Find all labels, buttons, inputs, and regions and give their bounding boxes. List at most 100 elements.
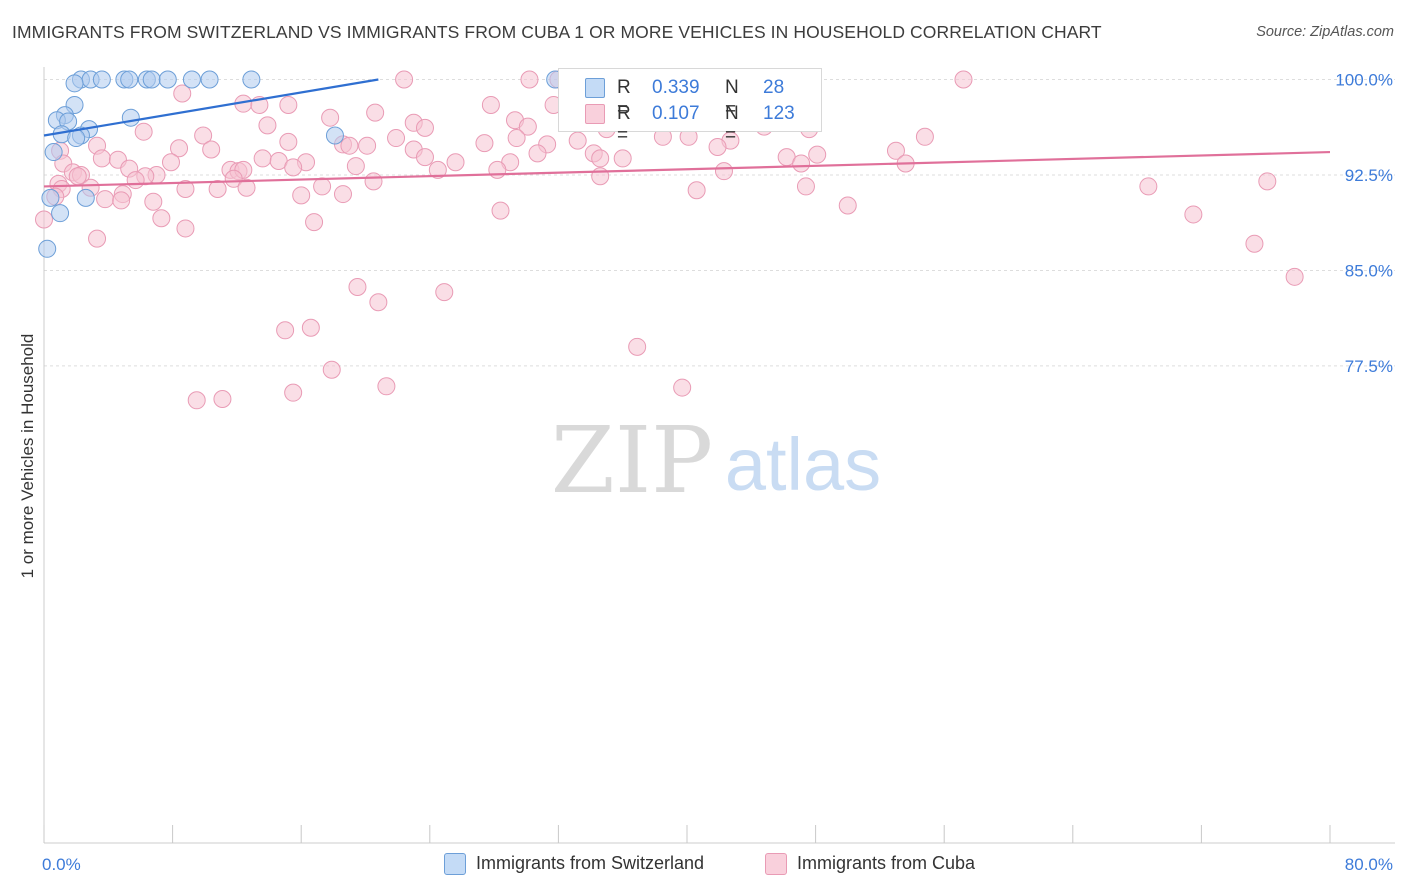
chart-title: IMMIGRANTS FROM SWITZERLAND VS IMMIGRANT… <box>12 22 1102 42</box>
cuba-point <box>475 134 494 153</box>
legend-n-label: N = <box>725 103 739 146</box>
cuba-point <box>92 149 111 168</box>
cuba-point <box>1285 267 1304 286</box>
cuba-point <box>144 192 163 211</box>
cuba-point <box>1139 177 1158 196</box>
cuba-point <box>126 171 145 190</box>
cuba-point <box>568 131 587 150</box>
switzerland-point <box>182 70 201 89</box>
cuba-point <box>446 153 465 172</box>
cuba-point <box>518 117 537 136</box>
cuba-point <box>808 145 827 164</box>
cuba-point <box>253 149 272 168</box>
cuba-point <box>96 190 115 209</box>
switzerland-point <box>51 204 70 223</box>
correlation-legend: R = 0.339 N = 28 R = 0.107 N = 123 <box>558 68 822 146</box>
cuba-point <box>1258 172 1277 191</box>
watermark: ZIP atlas <box>551 407 881 514</box>
legend-r-value: 0.339 <box>652 77 700 98</box>
cuba-trendline <box>43 150 1331 188</box>
cuba-point <box>520 70 539 89</box>
cuba-point <box>1184 205 1203 224</box>
cuba-point <box>284 158 303 177</box>
cuba-point <box>279 95 298 114</box>
cuba-point <box>152 209 171 228</box>
cuba-point <box>528 144 547 163</box>
cuba-point <box>321 108 340 127</box>
cuba-point <box>369 293 388 312</box>
cuba-point <box>202 140 221 159</box>
cuba-point <box>358 136 377 155</box>
cuba-point <box>313 177 332 196</box>
cuba-point <box>322 360 341 379</box>
cuba-point <box>112 191 131 210</box>
cuba-point <box>428 160 447 179</box>
cuba-point <box>161 153 180 172</box>
cuba-point <box>237 178 256 197</box>
cuba-point <box>224 169 243 188</box>
y-tick-label: 85.0% <box>1345 261 1393 280</box>
cuba-point <box>1245 234 1264 253</box>
switzerland-point <box>242 70 261 89</box>
y-tick-label: 92.5% <box>1345 166 1393 185</box>
legend-r-label: R = <box>617 77 631 120</box>
cuba-point <box>176 219 195 238</box>
cuba-point <box>591 167 610 186</box>
switzerland-point <box>158 70 177 89</box>
x-tick-label: 0.0% <box>42 855 81 874</box>
cuba-point <box>415 118 434 137</box>
cuba-point <box>305 213 324 232</box>
switzerland-point <box>41 188 60 207</box>
cuba-point <box>687 181 706 200</box>
cuba-point <box>377 377 396 396</box>
cuba-point <box>415 148 434 167</box>
bottom-legend-label: Immigrants from Switzerland <box>476 853 705 873</box>
cuba-point <box>173 84 192 103</box>
bottom-legend-swatch-cuba <box>765 853 787 875</box>
switzerland-point <box>200 70 219 89</box>
cuba-point <box>714 162 733 181</box>
cuba-point <box>194 126 213 145</box>
watermark-zip: ZIP <box>551 407 713 514</box>
cuba-point <box>792 154 811 173</box>
cuba-point <box>435 283 454 302</box>
switzerland-trendline <box>43 78 379 137</box>
cuba-point <box>591 149 610 168</box>
legend-r-label: R = <box>617 103 631 146</box>
cuba-point <box>176 179 195 198</box>
cuba-point <box>395 70 414 89</box>
cuba-point <box>886 141 905 160</box>
cuba-point <box>346 157 365 176</box>
y-axis-label: 1 or more Vehicles in Household <box>18 333 37 579</box>
cuba-point <box>208 179 227 198</box>
legend-swatch-switzerland <box>585 78 605 98</box>
cuba-point <box>613 149 632 168</box>
cuba-point <box>279 132 298 151</box>
cuba-point <box>284 383 303 402</box>
legend-n-value: 123 <box>763 103 795 124</box>
x-tick-label: 80.0% <box>1345 855 1393 874</box>
tick-labels: 100.0% 92.5% 85.0% 77.5% 0.0% 80.0% <box>42 71 1393 875</box>
cuba-point <box>488 160 507 179</box>
legend-swatch-cuba <box>585 104 605 124</box>
watermark-atlas: atlas <box>725 423 881 506</box>
cuba-point <box>35 210 53 229</box>
cuba-point <box>366 103 385 122</box>
legend-r-value: 0.107 <box>652 103 700 124</box>
cuba-point <box>88 229 107 248</box>
cuba-point <box>187 391 206 410</box>
cuba-point <box>292 186 311 205</box>
cuba-point <box>954 70 973 89</box>
cuba-point <box>915 127 934 146</box>
cuba-point <box>491 201 510 220</box>
cuba-point <box>134 122 153 141</box>
switzerland-point <box>121 108 140 127</box>
cuba-point <box>708 137 727 156</box>
cuba-point <box>673 378 692 397</box>
cuba-point <box>258 116 277 135</box>
cuba-point <box>170 139 189 158</box>
y-tick-label: 77.5% <box>1345 357 1393 376</box>
source-label: Source: ZipAtlas.com <box>1256 24 1394 40</box>
cuba-point <box>796 177 815 196</box>
